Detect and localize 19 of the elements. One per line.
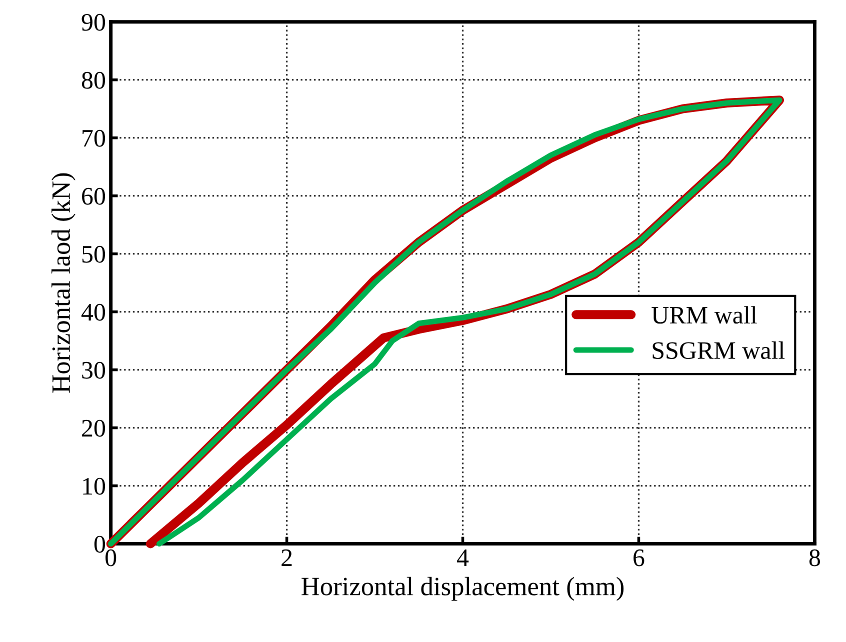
- x-axis-title: Horizontal displacement (mm): [302, 576, 624, 601]
- y-tick-label: 0: [94, 536, 106, 553]
- y-tick-label: 30: [82, 362, 106, 379]
- x-tick-label: 8: [809, 549, 820, 566]
- legend-label: SSGRM wall: [652, 341, 785, 359]
- y-tick-label: 20: [82, 420, 106, 437]
- legend-label: URM wall: [652, 306, 757, 324]
- y-axis-title: Horizontal laod (kN): [51, 173, 76, 393]
- y-tick-label: 50: [82, 246, 106, 263]
- x-tick-label: 2: [282, 549, 292, 566]
- y-tick-label: 80: [82, 72, 106, 89]
- y-tick-label: 70: [82, 130, 106, 147]
- y-tick-label: 90: [82, 14, 106, 31]
- x-tick-label: 6: [634, 549, 644, 566]
- x-tick-label: 4: [457, 550, 469, 566]
- y-tick-label: 10: [83, 478, 106, 495]
- y-tick-label: 40: [81, 304, 106, 321]
- y-tick-label: 60: [82, 188, 106, 205]
- x-tick-label: 0: [106, 549, 116, 566]
